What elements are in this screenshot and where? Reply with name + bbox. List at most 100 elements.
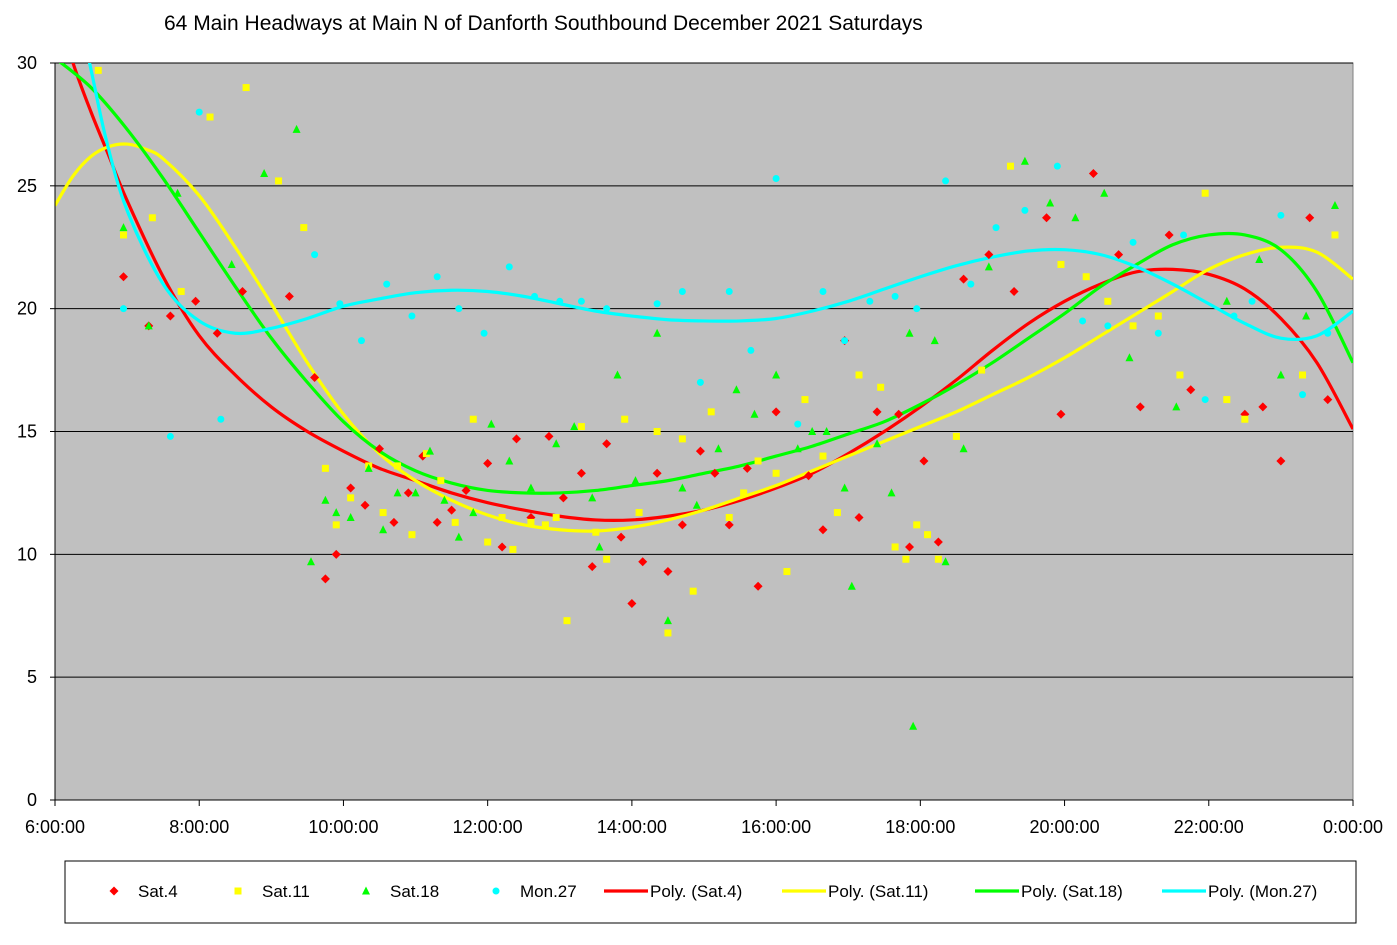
point-sat-18: [1071, 213, 1080, 222]
point-sat-4: [1164, 230, 1174, 240]
gridlines: [55, 62, 1353, 678]
point-sat-4: [602, 439, 612, 449]
point-sat-11: [451, 518, 459, 526]
legend-label: Sat.18: [390, 882, 439, 901]
point-sat-11: [621, 415, 629, 423]
point-sat-18: [260, 169, 269, 178]
point-sat-11: [321, 464, 329, 472]
point-sat-4: [771, 407, 781, 417]
point-sat-18: [306, 557, 315, 566]
point-sat-11: [1154, 312, 1162, 320]
point-sat-4: [753, 581, 763, 591]
point-sat-18: [930, 336, 939, 345]
point-sat-11: [1104, 297, 1112, 305]
x-tick-label: 16:00:00: [741, 817, 811, 837]
data-markers: [61, 46, 1339, 730]
point-sat-4: [360, 500, 370, 510]
point-mon-27: [1129, 238, 1137, 246]
point-sat-18: [772, 370, 781, 379]
point-sat-4: [461, 485, 471, 495]
point-sat-18: [292, 124, 301, 133]
point-sat-11: [177, 287, 185, 295]
legend-label: Sat.4: [138, 882, 178, 901]
point-sat-18: [678, 483, 687, 492]
point-sat-11: [379, 509, 387, 517]
point-sat-4: [61, 46, 70, 55]
point-sat-11: [437, 477, 445, 485]
point-sat-4: [818, 525, 828, 535]
point-sat-4: [119, 272, 129, 282]
legend-symbol: [109, 886, 119, 896]
point-mon-27: [794, 420, 802, 428]
legend-item-poly-mon-27: Poly. (Mon.27): [1162, 882, 1317, 901]
point-sat-4: [724, 520, 734, 530]
point-sat-4: [1305, 213, 1315, 223]
point-mon-27: [383, 280, 391, 288]
legend-item-poly-sat-11: Poly. (Sat.11): [782, 882, 928, 901]
point-mon-27: [480, 329, 488, 337]
point-sat-4: [894, 409, 904, 419]
point-sat-18: [1222, 296, 1231, 305]
point-mon-27: [311, 251, 319, 259]
point-sat-11: [469, 415, 477, 423]
x-axis-ticks: 6:00:00 8:00:00 10:00:00 12:00:00 14:00:00 16…: [25, 800, 1383, 837]
legend-item-mon-27: Mon.27: [492, 882, 577, 901]
point-sat-11: [242, 84, 250, 92]
point-sat-18: [692, 500, 701, 509]
legend-symbol: [362, 886, 370, 895]
point-sat-11: [577, 423, 585, 431]
point-sat-18: [653, 328, 662, 337]
legend-item-poly-sat-18: Poly. (Sat.18): [975, 882, 1123, 901]
point-sat-11: [678, 435, 686, 443]
point-sat-4: [905, 542, 915, 552]
point-sat-18: [1255, 255, 1264, 264]
point-sat-11: [603, 555, 611, 563]
point-mon-27: [1180, 231, 1188, 239]
point-sat-4: [375, 444, 384, 454]
point-sat-11: [592, 528, 600, 536]
point-sat-18: [364, 463, 373, 472]
point-sat-4: [483, 458, 493, 468]
point-sat-18: [1276, 370, 1285, 379]
point-sat-18: [411, 488, 420, 497]
point-sat-18: [822, 427, 831, 435]
point-sat-18: [425, 446, 434, 455]
point-mon-27: [603, 305, 611, 313]
point-sat-11: [509, 545, 517, 553]
x-tick-label: 14:00:00: [597, 817, 667, 837]
legend-label: Poly. (Sat.18): [1021, 882, 1123, 901]
point-mon-27: [1277, 211, 1285, 219]
point-sat-11: [275, 177, 283, 185]
point-sat-11: [653, 428, 661, 435]
point-mon-27: [653, 300, 661, 308]
y-tick-label: 20: [17, 299, 37, 319]
point-sat-18: [346, 512, 355, 521]
trendlines: [55, 63, 1353, 533]
point-sat-11: [552, 513, 560, 521]
point-sat-11: [1331, 231, 1339, 239]
point-mon-27: [408, 312, 416, 320]
point-sat-18: [714, 444, 723, 453]
point-sat-4: [742, 463, 752, 473]
point-sat-11: [527, 518, 535, 526]
point-sat-18: [454, 532, 463, 541]
point-mon-27: [747, 346, 755, 354]
point-sat-11: [563, 617, 571, 625]
point-sat-11: [833, 509, 841, 517]
point-mon-27: [166, 432, 174, 440]
point-mon-27: [1154, 329, 1162, 337]
x-tick-label: 0:00:00: [1323, 817, 1383, 837]
point-sat-18: [984, 262, 993, 271]
point-sat-18: [1046, 198, 1055, 207]
legend-label: Poly. (Mon.27): [1208, 882, 1317, 901]
legend-item-sat-4: Sat.4: [109, 882, 178, 901]
point-sat-18: [321, 495, 330, 504]
point-sat-4: [587, 562, 597, 572]
point-sat-18: [570, 422, 579, 431]
point-sat-4: [1186, 385, 1196, 395]
y-tick-label: 30: [17, 53, 37, 73]
point-mon-27: [772, 174, 780, 182]
point-sat-4: [710, 468, 720, 478]
trendline-poly-sat-4: [71, 63, 1353, 523]
point-sat-4: [403, 488, 413, 498]
